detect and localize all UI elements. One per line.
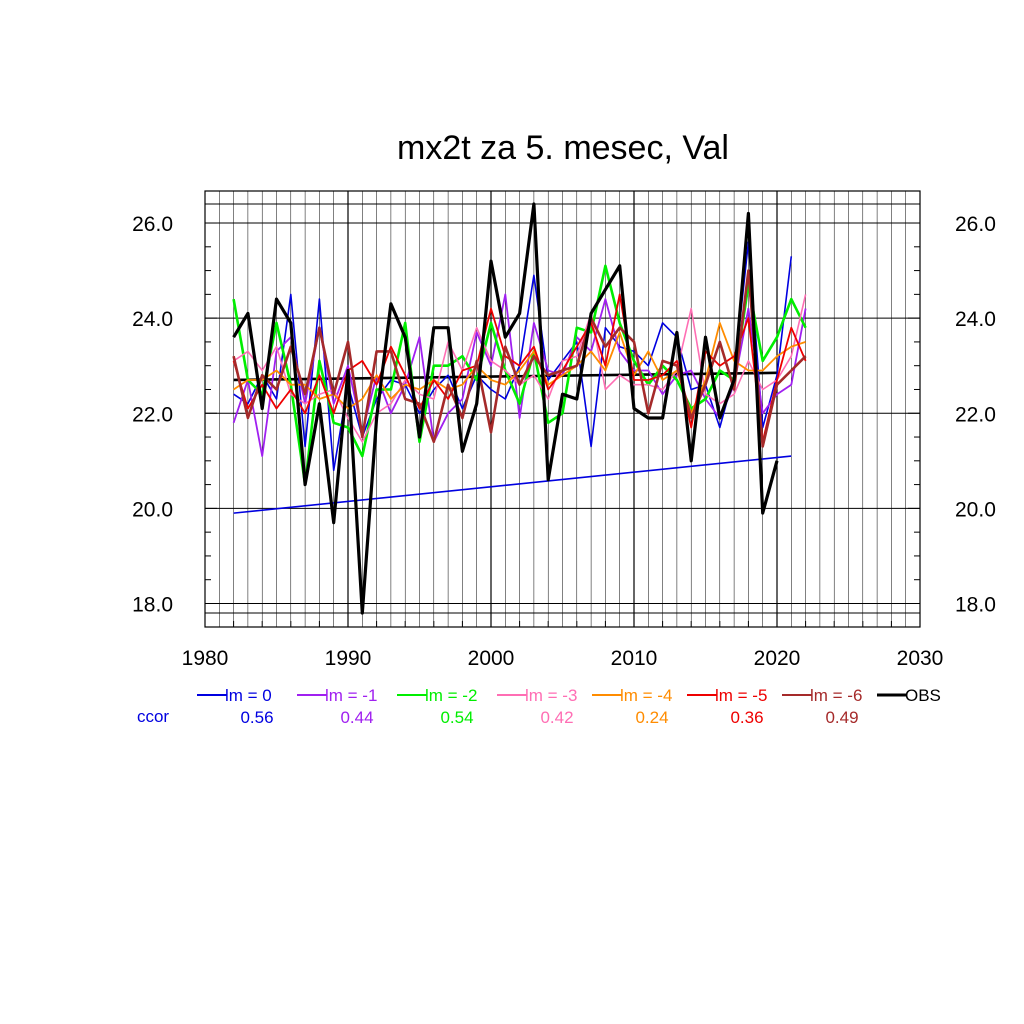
legend-item: lm = -2 0.54 bbox=[397, 686, 477, 727]
legend-ccor-value: 0.42 bbox=[540, 708, 573, 727]
y-tick-label-right: 24.0 bbox=[955, 308, 996, 331]
y-tick-label-left: 20.0 bbox=[132, 498, 173, 521]
legend-item: lm = -4 0.24 bbox=[592, 686, 672, 727]
chart-title: mx2t za 5. mesec, Val bbox=[397, 129, 729, 167]
trend-line bbox=[233, 455, 792, 514]
legend-label: lm = -5 bbox=[715, 686, 767, 705]
legend-ccor-value: 0.49 bbox=[825, 708, 858, 727]
y-tick-label-left: 22.0 bbox=[132, 403, 173, 426]
y-tick-label-right: 22.0 bbox=[955, 403, 996, 426]
legend-label: lm = 0 bbox=[225, 686, 272, 705]
legend-ccor-value: 0.56 bbox=[240, 708, 273, 727]
legend-label: lm = -4 bbox=[620, 686, 672, 705]
legend-ccor-value: 0.24 bbox=[635, 708, 668, 727]
legend-item: lm = -5 0.36 bbox=[687, 686, 767, 727]
x-tick-label: 2010 bbox=[611, 647, 658, 670]
series-line-obs bbox=[232, 202, 779, 615]
legend-label: OBS bbox=[905, 686, 941, 705]
legend-item: lm = -1 0.44 bbox=[297, 686, 377, 727]
legend-ccor-value: 0.44 bbox=[340, 708, 373, 727]
legend-ccor-value: 0.54 bbox=[440, 708, 473, 727]
legend-ccor-value: 0.36 bbox=[730, 708, 763, 727]
y-tick-label-right: 26.0 bbox=[955, 213, 996, 236]
x-tick-label: 2020 bbox=[754, 647, 801, 670]
y-tick-label-right: 18.0 bbox=[955, 593, 996, 616]
legend-label: lm = -3 bbox=[525, 686, 577, 705]
legend: lm = 0 0.56 lm = -1 0.44 lm = -2 0.54 lm = -3 0… bbox=[197, 686, 941, 727]
legend-item: OBS bbox=[877, 686, 941, 705]
y-tick-label-left: 18.0 bbox=[132, 593, 173, 616]
legend-label: lm = -2 bbox=[425, 686, 477, 705]
axes: 1980 1990 2000 2010 2020 2030 18.0 18.0 20.0 20.0… bbox=[132, 190, 996, 670]
legend-label: lm = -6 bbox=[810, 686, 862, 705]
ccor-label: ccor bbox=[137, 707, 169, 726]
y-tick-label-left: 24.0 bbox=[132, 308, 173, 331]
series-lines bbox=[232, 202, 807, 615]
y-tick-label-left: 26.0 bbox=[132, 213, 173, 236]
legend-item: lm = -6 0.49 bbox=[782, 686, 862, 727]
legend-item: lm = -3 0.42 bbox=[497, 686, 577, 727]
legend-item: lm = 0 0.56 bbox=[197, 686, 274, 727]
y-tick-label-right: 20.0 bbox=[955, 498, 996, 521]
x-tick-label: 1980 bbox=[182, 647, 229, 670]
x-tick-label: 2030 bbox=[897, 647, 944, 670]
plot-frame bbox=[204, 190, 921, 628]
x-tick-label: 2000 bbox=[468, 647, 515, 670]
x-tick-label: 1990 bbox=[325, 647, 372, 670]
legend-label: lm = -1 bbox=[325, 686, 377, 705]
series-line-lm-1 bbox=[232, 293, 807, 458]
